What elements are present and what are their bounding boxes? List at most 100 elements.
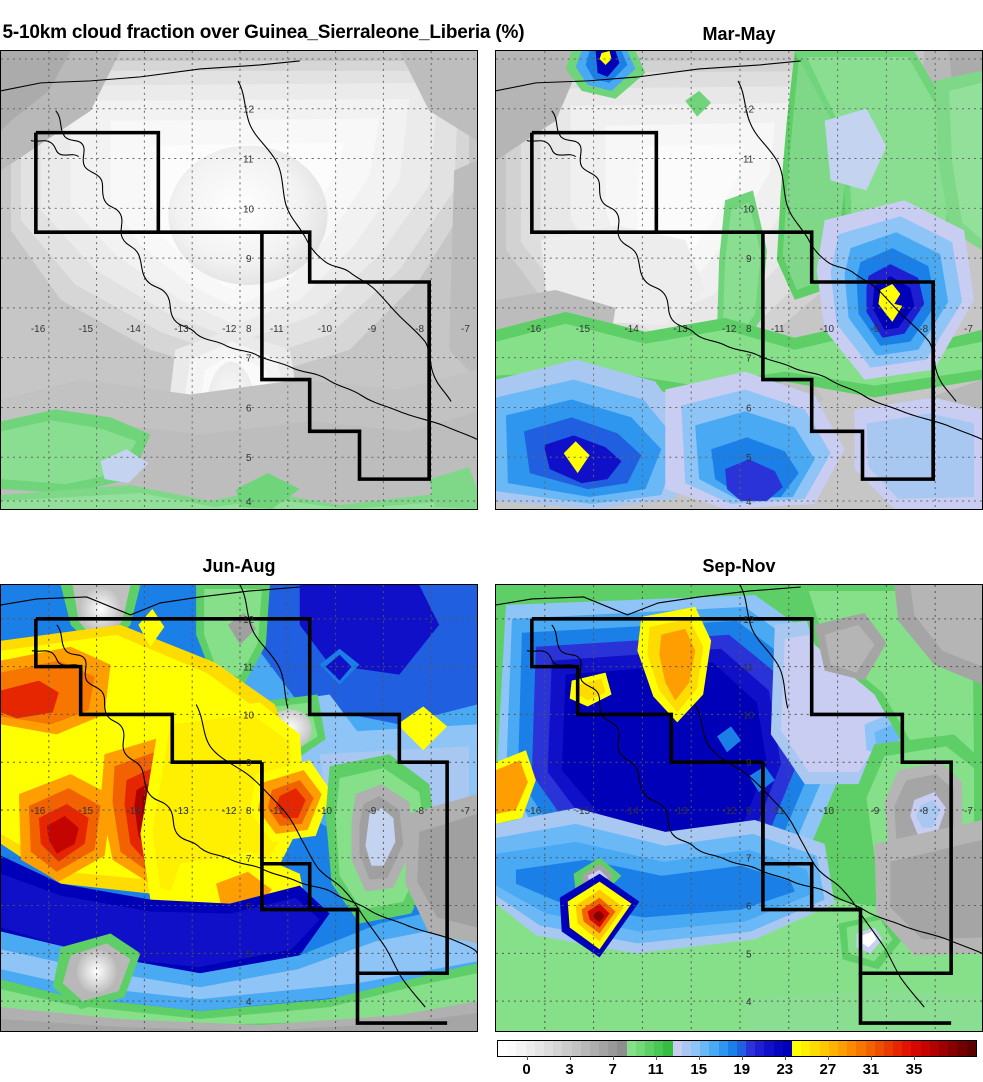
svg-text:-11: -11 bbox=[270, 806, 284, 817]
svg-text:-10: -10 bbox=[820, 806, 835, 817]
colorbar-tick-labels: 0 3 7 11 15 19 23 27 31 35 bbox=[497, 1056, 977, 1081]
svg-text:-11: -11 bbox=[270, 324, 284, 335]
svg-text:-8: -8 bbox=[919, 806, 928, 817]
colorbar-tick-label: 3 bbox=[565, 1061, 574, 1078]
svg-text:-7: -7 bbox=[964, 324, 973, 335]
svg-text:4: 4 bbox=[246, 497, 252, 508]
svg-text:4: 4 bbox=[746, 997, 752, 1008]
colorbar-cell bbox=[525, 1041, 535, 1056]
panel-title-jja: Jun-Aug bbox=[202, 556, 276, 576]
svg-text:12: 12 bbox=[243, 105, 255, 116]
colorbar-cell bbox=[626, 1041, 636, 1056]
colorbar-cell bbox=[672, 1041, 682, 1056]
svg-text:9: 9 bbox=[746, 254, 752, 265]
colorbar-cell bbox=[608, 1041, 618, 1056]
svg-text:12: 12 bbox=[743, 615, 755, 626]
colorbar-tickmark bbox=[784, 1056, 786, 1060]
svg-text:6: 6 bbox=[746, 902, 752, 913]
colorbar-cell bbox=[893, 1041, 903, 1056]
colorbar-swatches bbox=[497, 1040, 977, 1057]
svg-text:-13: -13 bbox=[673, 806, 688, 817]
colorbar-cell bbox=[948, 1041, 958, 1056]
svg-text:-14: -14 bbox=[624, 324, 639, 335]
colorbar-cell bbox=[718, 1041, 728, 1056]
svg-text:-11: -11 bbox=[771, 324, 785, 335]
svg-text:-10: -10 bbox=[318, 806, 333, 817]
colorbar-cell bbox=[939, 1041, 949, 1056]
colorbar-tick-label: 7 bbox=[608, 1061, 617, 1078]
colorbar-cell bbox=[782, 1041, 792, 1056]
svg-text:8: 8 bbox=[246, 324, 252, 335]
svg-text:7: 7 bbox=[746, 854, 752, 865]
panel-son[interactable]: -16 -15 -14 -13 -12 -11 -10 -9 -8 -7 12 … bbox=[495, 584, 983, 1032]
svg-text:10: 10 bbox=[243, 710, 255, 721]
colorbar-tickmark bbox=[741, 1056, 743, 1060]
colorbar-cell bbox=[654, 1041, 664, 1056]
colorbar-cell bbox=[571, 1041, 581, 1056]
colorbar-tick-label: 23 bbox=[776, 1061, 794, 1078]
svg-text:-14: -14 bbox=[126, 806, 141, 817]
colorbar-cell bbox=[589, 1041, 600, 1056]
svg-text:-9: -9 bbox=[870, 806, 879, 817]
svg-text:-11: -11 bbox=[771, 806, 785, 817]
svg-text:-14: -14 bbox=[126, 324, 141, 335]
svg-text:-12: -12 bbox=[222, 806, 237, 817]
svg-text:-8: -8 bbox=[919, 324, 928, 335]
svg-text:4: 4 bbox=[246, 997, 252, 1008]
svg-text:-7: -7 bbox=[461, 324, 470, 335]
colorbar-cell bbox=[736, 1041, 747, 1056]
svg-text:10: 10 bbox=[743, 710, 755, 721]
colorbar-cell bbox=[727, 1041, 737, 1056]
colorbar-cell bbox=[883, 1041, 894, 1056]
svg-text:7: 7 bbox=[746, 354, 752, 365]
svg-text:11: 11 bbox=[243, 663, 254, 674]
svg-text:9: 9 bbox=[246, 758, 252, 769]
colorbar-cell bbox=[856, 1041, 866, 1056]
colorbar-cell bbox=[543, 1041, 554, 1056]
svg-text:5: 5 bbox=[246, 949, 252, 960]
svg-text:5: 5 bbox=[746, 453, 752, 464]
svg-text:-7: -7 bbox=[461, 806, 470, 817]
colorbar-tickmark bbox=[569, 1056, 571, 1060]
colorbar-tickmark bbox=[698, 1056, 700, 1060]
svg-text:-13: -13 bbox=[174, 806, 189, 817]
colorbar-cell bbox=[957, 1041, 967, 1056]
panel-djf[interactable]: -16 -15 -14 -13 -12 -11 -10 -9 -8 -7 12 … bbox=[0, 50, 478, 510]
svg-text:10: 10 bbox=[743, 204, 755, 215]
svg-text:9: 9 bbox=[746, 758, 752, 769]
colorbar-cell bbox=[764, 1041, 774, 1056]
svg-text:-12: -12 bbox=[722, 806, 737, 817]
colorbar-tickmark bbox=[526, 1056, 528, 1060]
svg-text:8: 8 bbox=[746, 324, 752, 335]
colorbar-cell bbox=[562, 1041, 572, 1056]
svg-text:6: 6 bbox=[246, 902, 252, 913]
svg-text:-12: -12 bbox=[722, 324, 737, 335]
colorbar-tickmark bbox=[827, 1056, 829, 1060]
colorbar-tick-label: 15 bbox=[690, 1061, 708, 1078]
colorbar-tickmark bbox=[913, 1056, 915, 1060]
colorbar-cell bbox=[865, 1041, 875, 1056]
colorbar-tickmark bbox=[870, 1056, 872, 1060]
svg-text:4: 4 bbox=[746, 497, 752, 508]
svg-text:-7: -7 bbox=[964, 806, 973, 817]
colorbar-cell bbox=[617, 1041, 627, 1056]
svg-text:12: 12 bbox=[243, 615, 255, 626]
colorbar-cell bbox=[801, 1041, 811, 1056]
colorbar-cell bbox=[792, 1041, 802, 1056]
svg-text:-16: -16 bbox=[527, 806, 542, 817]
svg-text:-15: -15 bbox=[79, 324, 94, 335]
colorbar-tick-label: 35 bbox=[905, 1061, 923, 1078]
colorbar-cell bbox=[810, 1041, 820, 1056]
colorbar-cell bbox=[929, 1041, 939, 1056]
colorbar: 0 3 7 11 15 19 23 27 31 35 bbox=[497, 1040, 977, 1082]
colorbar-cell bbox=[507, 1041, 517, 1056]
panel-mam[interactable]: -16 -15 -14 -13 -12 -11 -10 -9 -8 -7 12 … bbox=[495, 50, 983, 510]
colorbar-cell bbox=[911, 1041, 921, 1056]
svg-text:10: 10 bbox=[243, 204, 255, 215]
colorbar-cell bbox=[663, 1041, 673, 1056]
colorbar-tick-label: 27 bbox=[819, 1061, 837, 1078]
svg-text:-16: -16 bbox=[31, 324, 46, 335]
panel-jja[interactable]: -16 -15 -14 -13 -12 -11 -10 -9 -8 -7 12 … bbox=[0, 584, 478, 1032]
colorbar-cell bbox=[599, 1041, 609, 1056]
colorbar-cell bbox=[516, 1041, 526, 1056]
